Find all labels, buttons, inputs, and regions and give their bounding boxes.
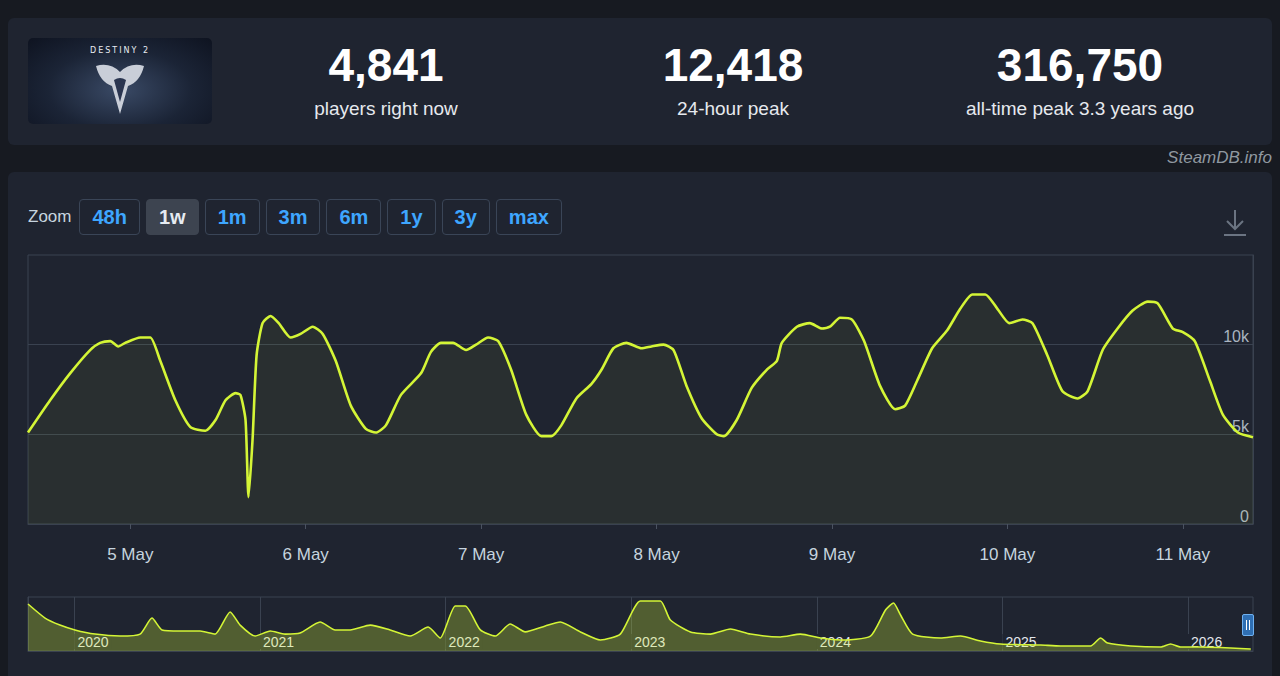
html-text:1w: 1w [158, 206, 186, 228]
svg-text:2026: 2026 [1191, 634, 1223, 650]
svg-text:9 May: 9 May [809, 545, 856, 564]
svg-text:10k: 10k [1223, 328, 1250, 345]
html-text:Zoom: Zoom [28, 207, 72, 226]
html-text:12,418: 12,418 [662, 39, 804, 91]
html-text:316,750: 316,750 [996, 39, 1164, 91]
html-text:max: max [508, 206, 549, 228]
html-text:SteamDB.info: SteamDB.info [1167, 148, 1272, 167]
svg-text:5 May: 5 May [107, 545, 154, 564]
svg-text:2025: 2025 [1005, 634, 1037, 650]
html-text:3m: 3m [278, 206, 308, 228]
html-text:6m: 6m [339, 206, 369, 228]
svg-text:5k: 5k [1232, 417, 1249, 435]
html-text:all-time peak 3.3 years ago: all-time peak 3.3 years ago [965, 98, 1195, 119]
html-text:1y: 1y [400, 206, 423, 228]
html-text:DESTINY 2: DESTINY 2 [90, 46, 150, 55]
html-text:48h: 48h [92, 206, 127, 228]
html-text:1m: 1m [217, 206, 247, 228]
svg-text:6 May: 6 May [283, 545, 330, 564]
html-text:players right now: players right now [314, 98, 458, 119]
svg-text:10 May: 10 May [980, 545, 1036, 564]
html-text:3y: 3y [454, 206, 477, 228]
html-text:24-hour peak: 24-hour peak [677, 98, 789, 119]
svg-text:7 May: 7 May [458, 545, 505, 564]
svg-text:11 May: 11 May [1156, 545, 1211, 564]
svg-text:8 May: 8 May [633, 545, 680, 564]
html-text:4,841: 4,841 [328, 39, 444, 91]
